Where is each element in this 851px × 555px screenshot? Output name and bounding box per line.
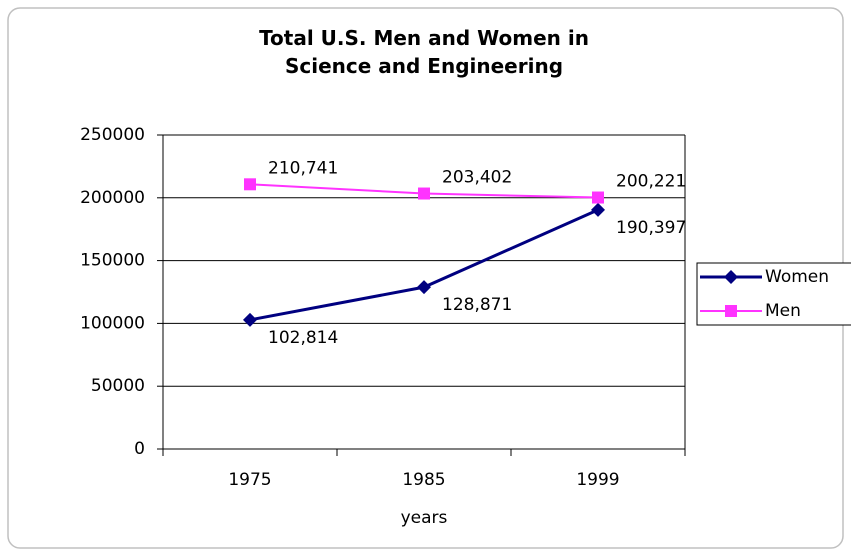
chart-title: Total U.S. Men and Women in Science and … (259, 26, 589, 78)
marker (417, 280, 431, 295)
data-label: 200,221 (616, 172, 686, 192)
y-tick-label: 100000 (80, 313, 145, 333)
legend-label: Women (765, 267, 829, 287)
x-tick-label: 1985 (402, 470, 445, 490)
data-label: 102,814 (268, 328, 338, 348)
marker (724, 270, 738, 284)
data-label: 190,397 (616, 218, 686, 238)
marker (243, 312, 257, 327)
data-label: 128,871 (442, 295, 512, 315)
marker (418, 187, 430, 200)
legend-box (696, 262, 851, 326)
data-label: 210,741 (268, 158, 338, 178)
y-tick-label: 200000 (80, 188, 145, 208)
marker (592, 191, 604, 204)
marker (244, 178, 256, 191)
y-tick-label: 150000 (80, 251, 145, 271)
y-tick-label: 50000 (91, 376, 145, 396)
legend-label: Men (765, 301, 801, 321)
marker (591, 202, 605, 217)
y-tick-label: 250000 (80, 125, 145, 145)
x-tick-label: 1999 (576, 470, 619, 490)
x-tick-label: 1975 (228, 470, 271, 490)
x-axis-title: years (401, 508, 448, 528)
data-label: 203,402 (442, 168, 512, 188)
y-tick-label: 0 (134, 439, 145, 459)
marker (725, 305, 737, 317)
